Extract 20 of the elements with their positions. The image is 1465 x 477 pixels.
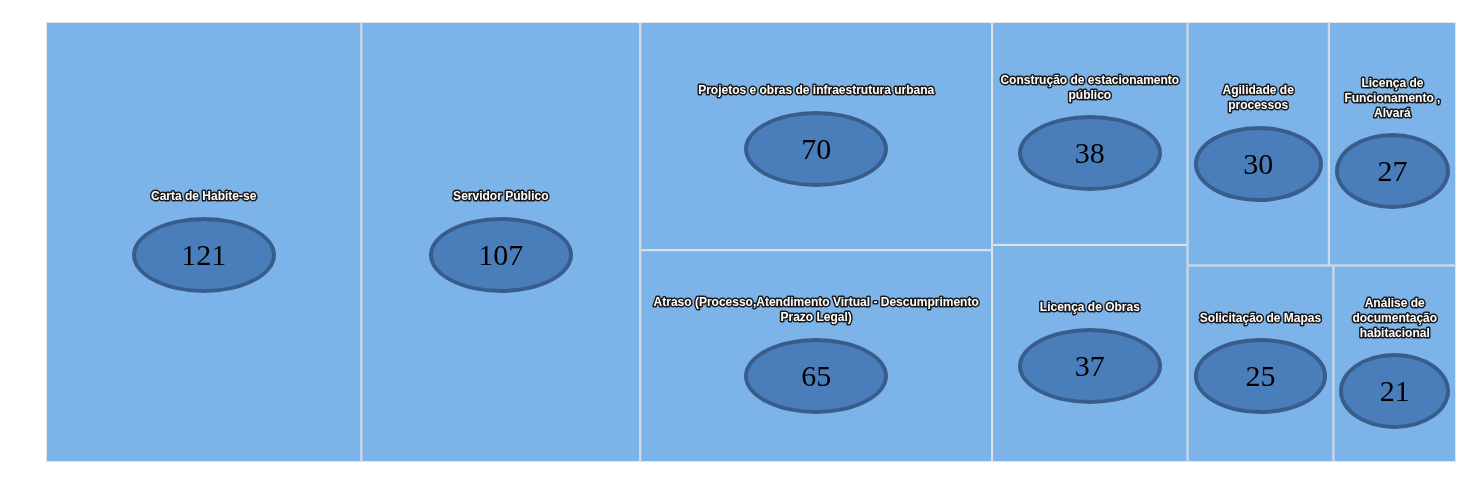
category-label: Análise de documentação habitacional xyxy=(1352,295,1438,340)
category-label: Licença de Funcionamento , Alvará xyxy=(1344,75,1441,120)
data-label: 121 xyxy=(181,237,227,272)
category-label: Projetos e obras de infraestrutura urbana xyxy=(698,82,935,97)
category-label: Solicitação de Mapas xyxy=(1199,310,1322,325)
data-label: 30 xyxy=(1243,146,1274,181)
category-label: Licença de Obras xyxy=(1039,300,1141,315)
category-label: Atraso (Processo,Atendimento Virtual - Descumprimento Prazo Legal) xyxy=(653,295,979,325)
data-label: 25 xyxy=(1245,359,1276,394)
data-label: 107 xyxy=(478,237,524,272)
data-label: 38 xyxy=(1074,136,1105,171)
category-label: Agilidade de processos xyxy=(1222,83,1295,113)
category-label: Servidor Público xyxy=(453,188,549,203)
data-label: 65 xyxy=(801,359,832,394)
data-label: 37 xyxy=(1074,348,1105,383)
data-label: 27 xyxy=(1377,154,1408,189)
category-label: Construção de estacionamento público xyxy=(1000,72,1180,102)
data-label: 70 xyxy=(801,131,832,166)
category-label: Carta de Habite-se xyxy=(150,188,257,203)
data-label: 21 xyxy=(1379,374,1410,409)
